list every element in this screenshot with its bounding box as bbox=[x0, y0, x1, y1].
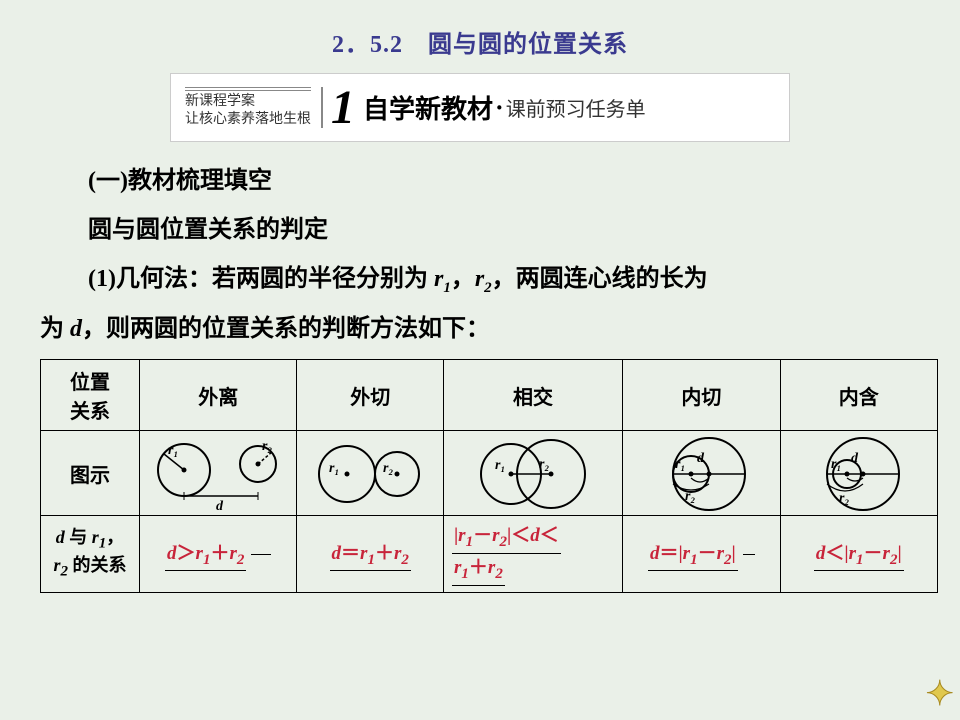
col-xiang-jiao: 相交 bbox=[443, 360, 622, 431]
col-nei-han: 内含 bbox=[780, 360, 937, 431]
banner-main: 自学新教材 bbox=[363, 89, 493, 126]
formula-ext-tangent: d＝r1＋r2 bbox=[297, 516, 444, 593]
star-icon: ✦ bbox=[926, 674, 955, 714]
diagram-int-tangent: r₁ d r₂ bbox=[623, 431, 780, 516]
heading-1: (一)教材梳理填空 bbox=[40, 160, 920, 203]
banner-subtitle: 新课程学案 让核心素养落地生根 bbox=[185, 87, 323, 128]
col-wai-li: 外离 bbox=[140, 360, 297, 431]
paragraph-geom: (1)几何法：若两圆的半径分别为 r1，r2，两圆连心线的长为 bbox=[40, 258, 920, 302]
banner-number: 1 bbox=[331, 80, 355, 135]
svg-text:r₁: r₁ bbox=[329, 461, 339, 476]
formula-contain: d＜|r1－r2| bbox=[780, 516, 937, 593]
formula-int-tangent: d＝|r1－r2| bbox=[623, 516, 780, 593]
banner-left-bottom: 让核心素养落地生根 bbox=[185, 111, 311, 129]
banner-sub: 课前预习任务单 bbox=[506, 93, 646, 122]
svg-text:r₂: r₂ bbox=[262, 439, 272, 454]
svg-text:d: d bbox=[697, 451, 705, 466]
formula-separate: d＞r1＋r2 bbox=[140, 516, 297, 593]
svg-text:r₂: r₂ bbox=[839, 491, 849, 506]
svg-text:r₁: r₁ bbox=[495, 458, 505, 473]
svg-text:r₁: r₁ bbox=[831, 457, 841, 472]
diagram-intersect: r₁ r₂ bbox=[443, 431, 622, 516]
svg-text:r₁: r₁ bbox=[675, 457, 685, 472]
svg-text:r₂: r₂ bbox=[383, 461, 393, 476]
col-wai-qie: 外切 bbox=[297, 360, 444, 431]
svg-text:r₂: r₂ bbox=[539, 457, 549, 472]
banner-dot: · bbox=[495, 93, 504, 123]
diagram-contain: r₁ d r₂ bbox=[780, 431, 937, 516]
col-nei-qie: 内切 bbox=[623, 360, 780, 431]
heading-2: 圆与圆位置关系的判定 bbox=[40, 209, 920, 252]
lesson-banner: 新课程学案 让核心素养落地生根 1 自学新教材 · 课前预习任务单 bbox=[170, 73, 790, 142]
banner-left-top: 新课程学案 bbox=[185, 87, 311, 111]
row-label-diagram: 图示 bbox=[41, 431, 140, 516]
diagram-ext-tangent: r₁ r₂ bbox=[297, 431, 444, 516]
formula-intersect: |r1－r2|＜d＜ r1＋r2 bbox=[443, 516, 622, 593]
svg-text:r₁: r₁ bbox=[168, 443, 178, 458]
row-label-relation: d 与 r1，r2 的关系 bbox=[41, 516, 140, 593]
diagram-separate: r₁ r₂ d bbox=[140, 431, 297, 516]
relation-table: 位置关系 外离 外切 相交 内切 内含 图示 r₁ r₂ d bbox=[40, 359, 938, 593]
svg-text:d: d bbox=[851, 451, 859, 466]
row-label-position: 位置关系 bbox=[41, 360, 140, 431]
paragraph-geom-2: 为 d，则两圆的位置关系的判断方法如下： bbox=[40, 308, 920, 351]
svg-text:r₂: r₂ bbox=[685, 489, 695, 504]
svg-text:d: d bbox=[216, 499, 224, 512]
page-title: 2．5.2 圆与圆的位置关系 bbox=[40, 24, 920, 59]
